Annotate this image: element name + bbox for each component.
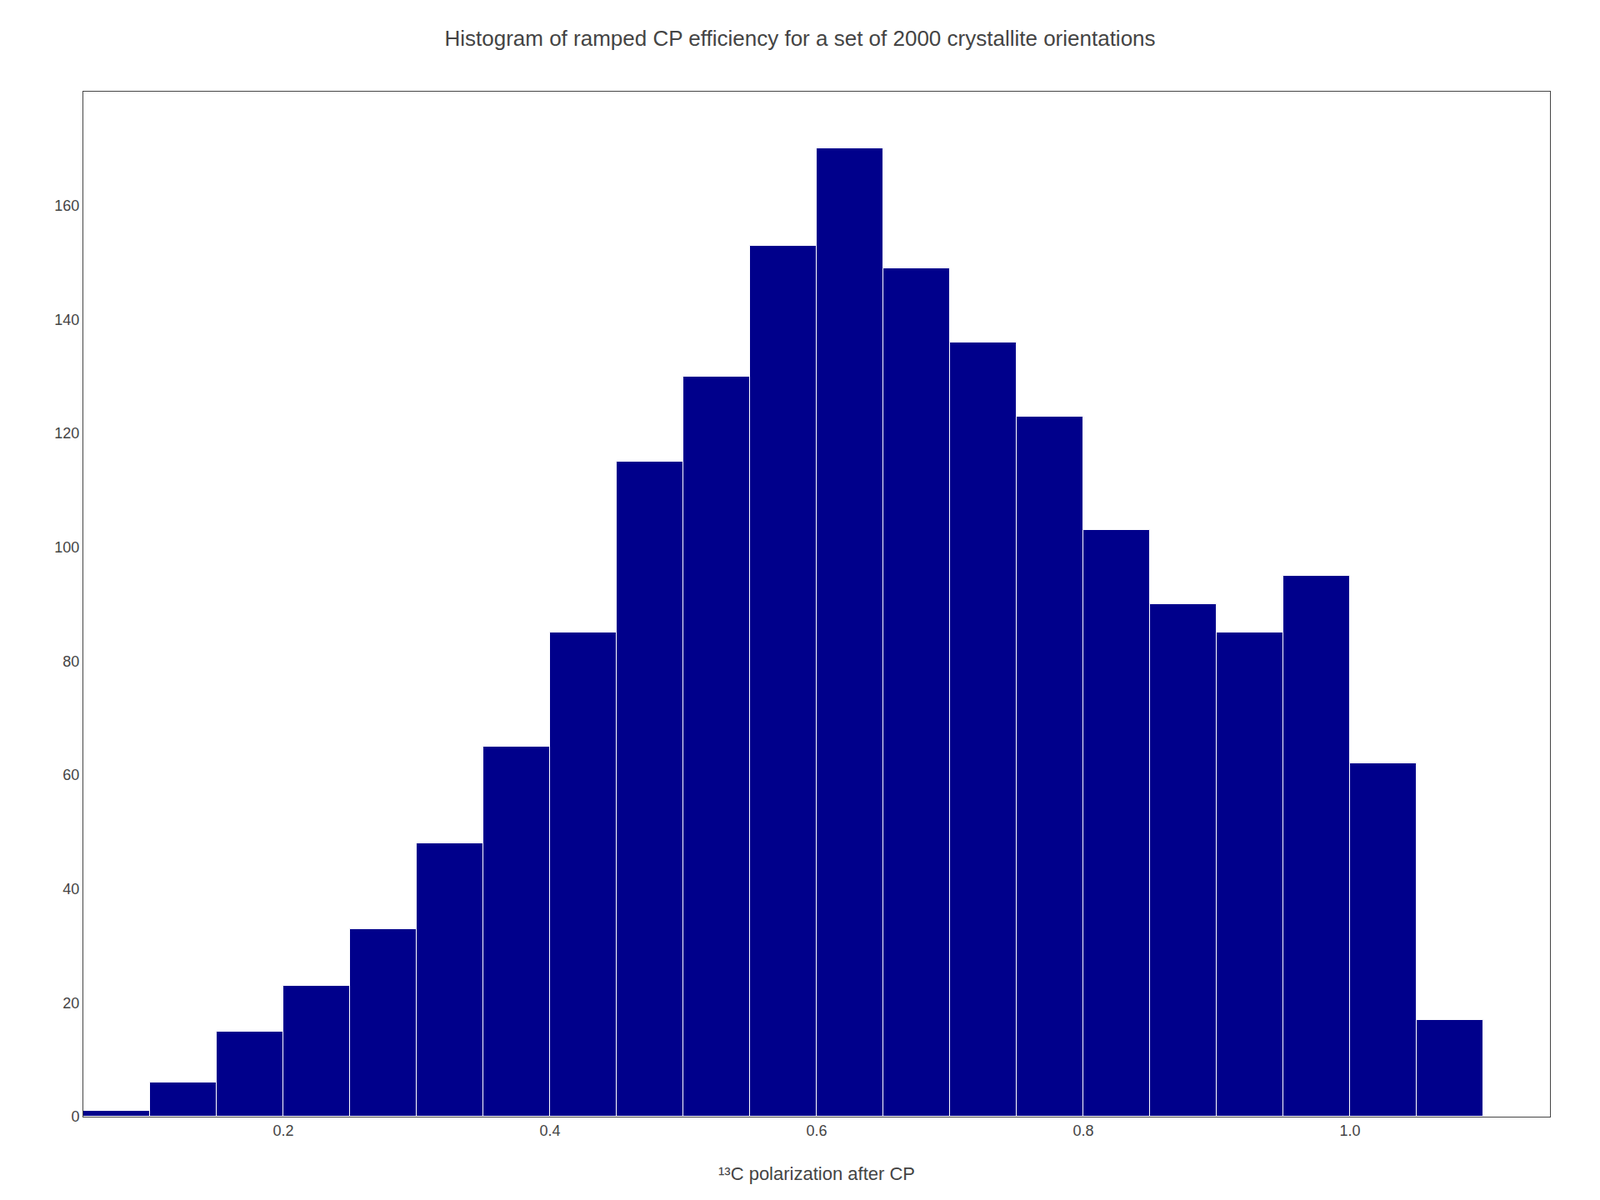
svg-text:80: 80 [62,653,80,670]
svg-text:120: 120 [54,425,80,442]
svg-text:40: 40 [62,880,80,898]
svg-text:0.8: 0.8 [1072,1122,1094,1140]
svg-text:0: 0 [70,1108,80,1125]
svg-text:0.4: 0.4 [539,1122,560,1140]
svg-text:100: 100 [54,539,80,556]
svg-text:140: 140 [54,311,80,329]
svg-text:60: 60 [62,766,80,784]
svg-text:Histogram of ramped CP efficie: Histogram of ramped CP efficiency for a … [444,25,1155,51]
svg-text:160: 160 [54,197,80,215]
svg-text:0.2: 0.2 [272,1122,294,1140]
svg-text:0.6: 0.6 [805,1122,827,1140]
svg-text:¹³C polarization after CP: ¹³C polarization after CP [718,1163,915,1185]
svg-text:20: 20 [62,995,80,1012]
svg-text:1.0: 1.0 [1339,1122,1360,1140]
